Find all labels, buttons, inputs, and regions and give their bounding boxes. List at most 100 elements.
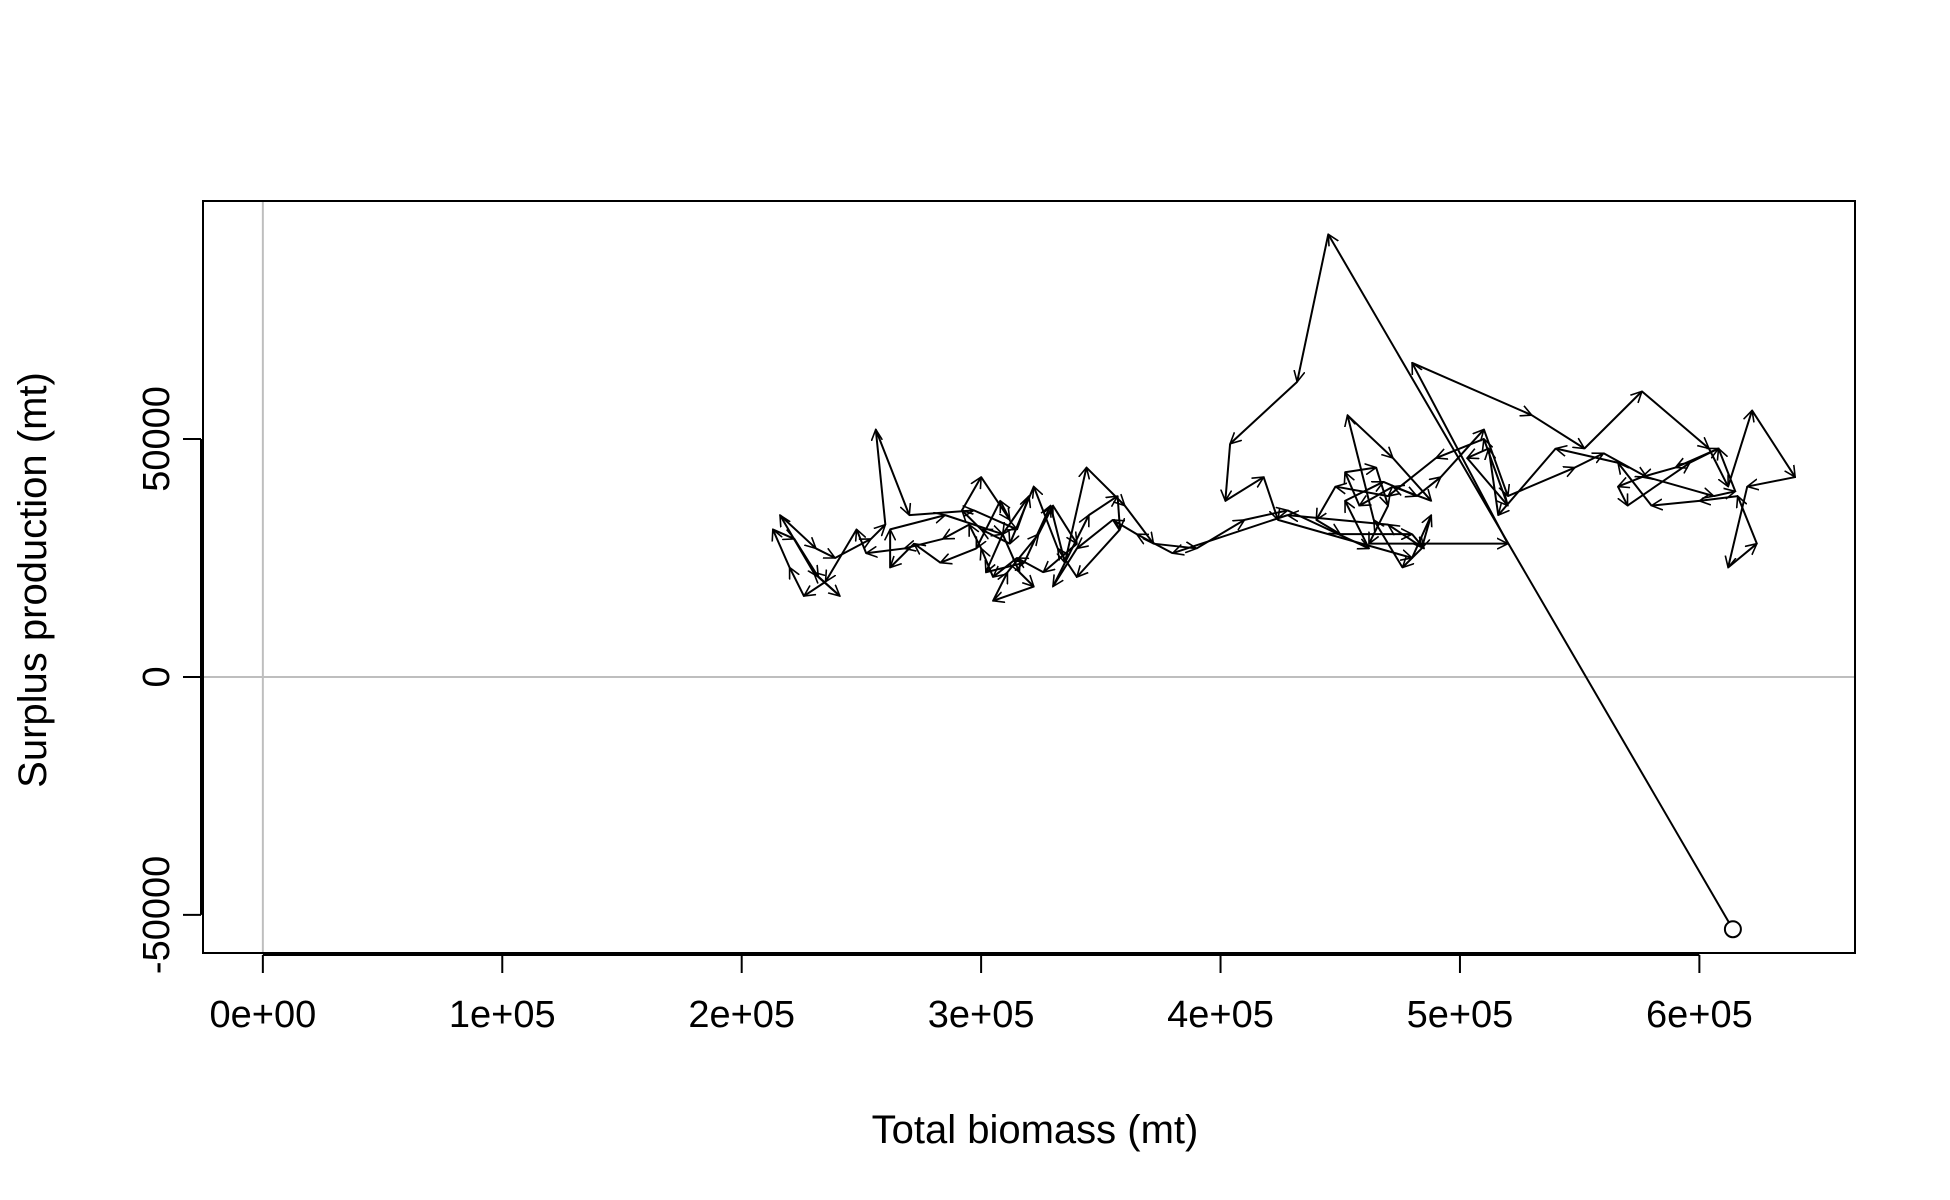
trajectory-arrow (1440, 429, 1484, 478)
trajectory-arrow (1049, 505, 1065, 563)
x-axis-title: Total biomass (mt) (872, 1108, 1199, 1152)
trajectory-arrow (1225, 443, 1230, 501)
trajectory-arrow (1244, 510, 1287, 521)
trajectory-arrow (834, 538, 871, 559)
trajectory-arrow (1641, 390, 1709, 448)
trajectory-arrow (961, 477, 981, 511)
x-tick-label: 4e+05 (1167, 994, 1274, 1036)
trajectory-arrow (1699, 496, 1738, 501)
trajectory-arrow (975, 500, 1002, 549)
x-tick-label: 3e+05 (928, 994, 1035, 1036)
trajectory-arrow (1646, 476, 1714, 496)
trajectory-arrow (1747, 476, 1796, 487)
trajectory-arrow (1392, 457, 1431, 501)
trajectory-arrow (1507, 468, 1575, 498)
trajectory-arrow (1018, 571, 1033, 586)
trajectory-arrow (772, 528, 795, 539)
trajectory-arrow (1123, 505, 1154, 544)
trajectory-arrow (1224, 477, 1263, 502)
x-tick-label: 1e+05 (449, 994, 556, 1036)
trajectory-arrow (1689, 447, 1719, 464)
trajectory-arrow (1346, 414, 1392, 458)
trajectory-arrow (1016, 496, 1029, 530)
x-tick-label: 0e+00 (209, 994, 316, 1036)
trajectory-arrow (1052, 505, 1077, 544)
trajectory-arrow (905, 537, 944, 549)
trajectory-arrow (1077, 519, 1114, 549)
trajectory-arrow (1328, 234, 1734, 930)
trajectory-arrow (870, 525, 885, 540)
trajectory-arrow (1382, 480, 1417, 496)
trajectory-arrow (1344, 468, 1376, 473)
trajectory-arrow (1574, 452, 1604, 469)
trajectory-arrow (1230, 381, 1298, 444)
trajectory-arrow (804, 580, 827, 596)
trajectory-arrow (1603, 452, 1647, 478)
trajectory-arrow (1617, 486, 1629, 506)
trajectory-arrow (1297, 234, 1330, 382)
trajectory-arrow (1416, 477, 1441, 497)
trajectory-arrow (1583, 391, 1641, 450)
trajectory-arrow (1017, 557, 1044, 574)
trajectory-arrow (940, 547, 977, 562)
trajectory-arrow (1727, 544, 1757, 569)
trajectory-arrow (943, 523, 970, 540)
x-tick-label: 2e+05 (688, 994, 795, 1036)
trajectory-arrow (815, 547, 835, 559)
trajectory-arrow (968, 525, 983, 549)
y-tick-label: 50000 (136, 386, 178, 492)
trajectory-arrow (1088, 496, 1118, 516)
trajectory-arrow (1651, 501, 1700, 506)
trajectory-arrow (889, 515, 945, 531)
trajectory-arrow (1556, 448, 1619, 464)
trajectory-arrow (909, 510, 974, 515)
trajectory-arrow (1085, 466, 1124, 506)
trajectory-arrow (944, 514, 1002, 534)
trajectory-arrow (1738, 496, 1758, 545)
trajectory-arrow (876, 429, 887, 525)
trajectory-arrow (914, 544, 942, 564)
trajectory-arrow (1531, 414, 1585, 448)
trajectory-arrow (1077, 528, 1121, 577)
trajectory-arrow (1316, 486, 1337, 520)
trajectory-arrow (1277, 518, 1412, 558)
trajectory-arrow (1618, 463, 1653, 507)
y-axis: -50000 0 50000 (136, 386, 202, 974)
trajectory-arrow (1727, 410, 1752, 487)
trajectory-arrow (1411, 361, 1532, 415)
trajectory-arrow (1335, 487, 1389, 498)
trajectory-arrow (773, 529, 791, 568)
trajectory-arrow (1023, 506, 1050, 564)
trajectory-arrow (985, 563, 1024, 574)
trajectory-arrow (1196, 520, 1245, 550)
x-tick-label: 6e+05 (1646, 994, 1753, 1036)
trajectory-arrow (1375, 467, 1388, 506)
trajectory-arrow (1063, 468, 1087, 563)
trajectory-arrow (788, 567, 805, 597)
trajectory-arrow (1618, 476, 1643, 487)
trajectory-arrow (1153, 544, 1196, 549)
trajectory-arrow (779, 514, 816, 548)
trajectory-arrow (1482, 429, 1508, 496)
start-point-marker (1723, 920, 1742, 939)
y-tick-label: 0 (136, 666, 178, 687)
trajectory-arrow (874, 429, 910, 515)
plot-frame (202, 200, 1856, 954)
trajectory-arrow (1436, 438, 1485, 458)
trajectory-arrow (780, 515, 815, 573)
trajectory-arrow (1287, 509, 1369, 548)
y-axis-title: Surplus production (mt) (11, 372, 55, 788)
trajectory-arrow (1288, 515, 1389, 526)
trajectory-arrow (1003, 495, 1030, 534)
trajectory-arrow (1751, 409, 1795, 477)
trajectory-arrow (1402, 547, 1423, 567)
trajectory-arrow (1315, 519, 1340, 534)
trajectory-arrow (1388, 525, 1425, 550)
trajectory-arrow (814, 572, 841, 597)
y-tick-label: -50000 (136, 856, 178, 974)
trajectory-arrow (1713, 491, 1736, 496)
x-axis: 0e+00 1e+05 2e+05 3e+05 4e+05 5e+05 6e+05 (209, 954, 1753, 1036)
trajectory-arrow (1344, 480, 1383, 502)
trajectory-arrow (1411, 363, 1509, 545)
